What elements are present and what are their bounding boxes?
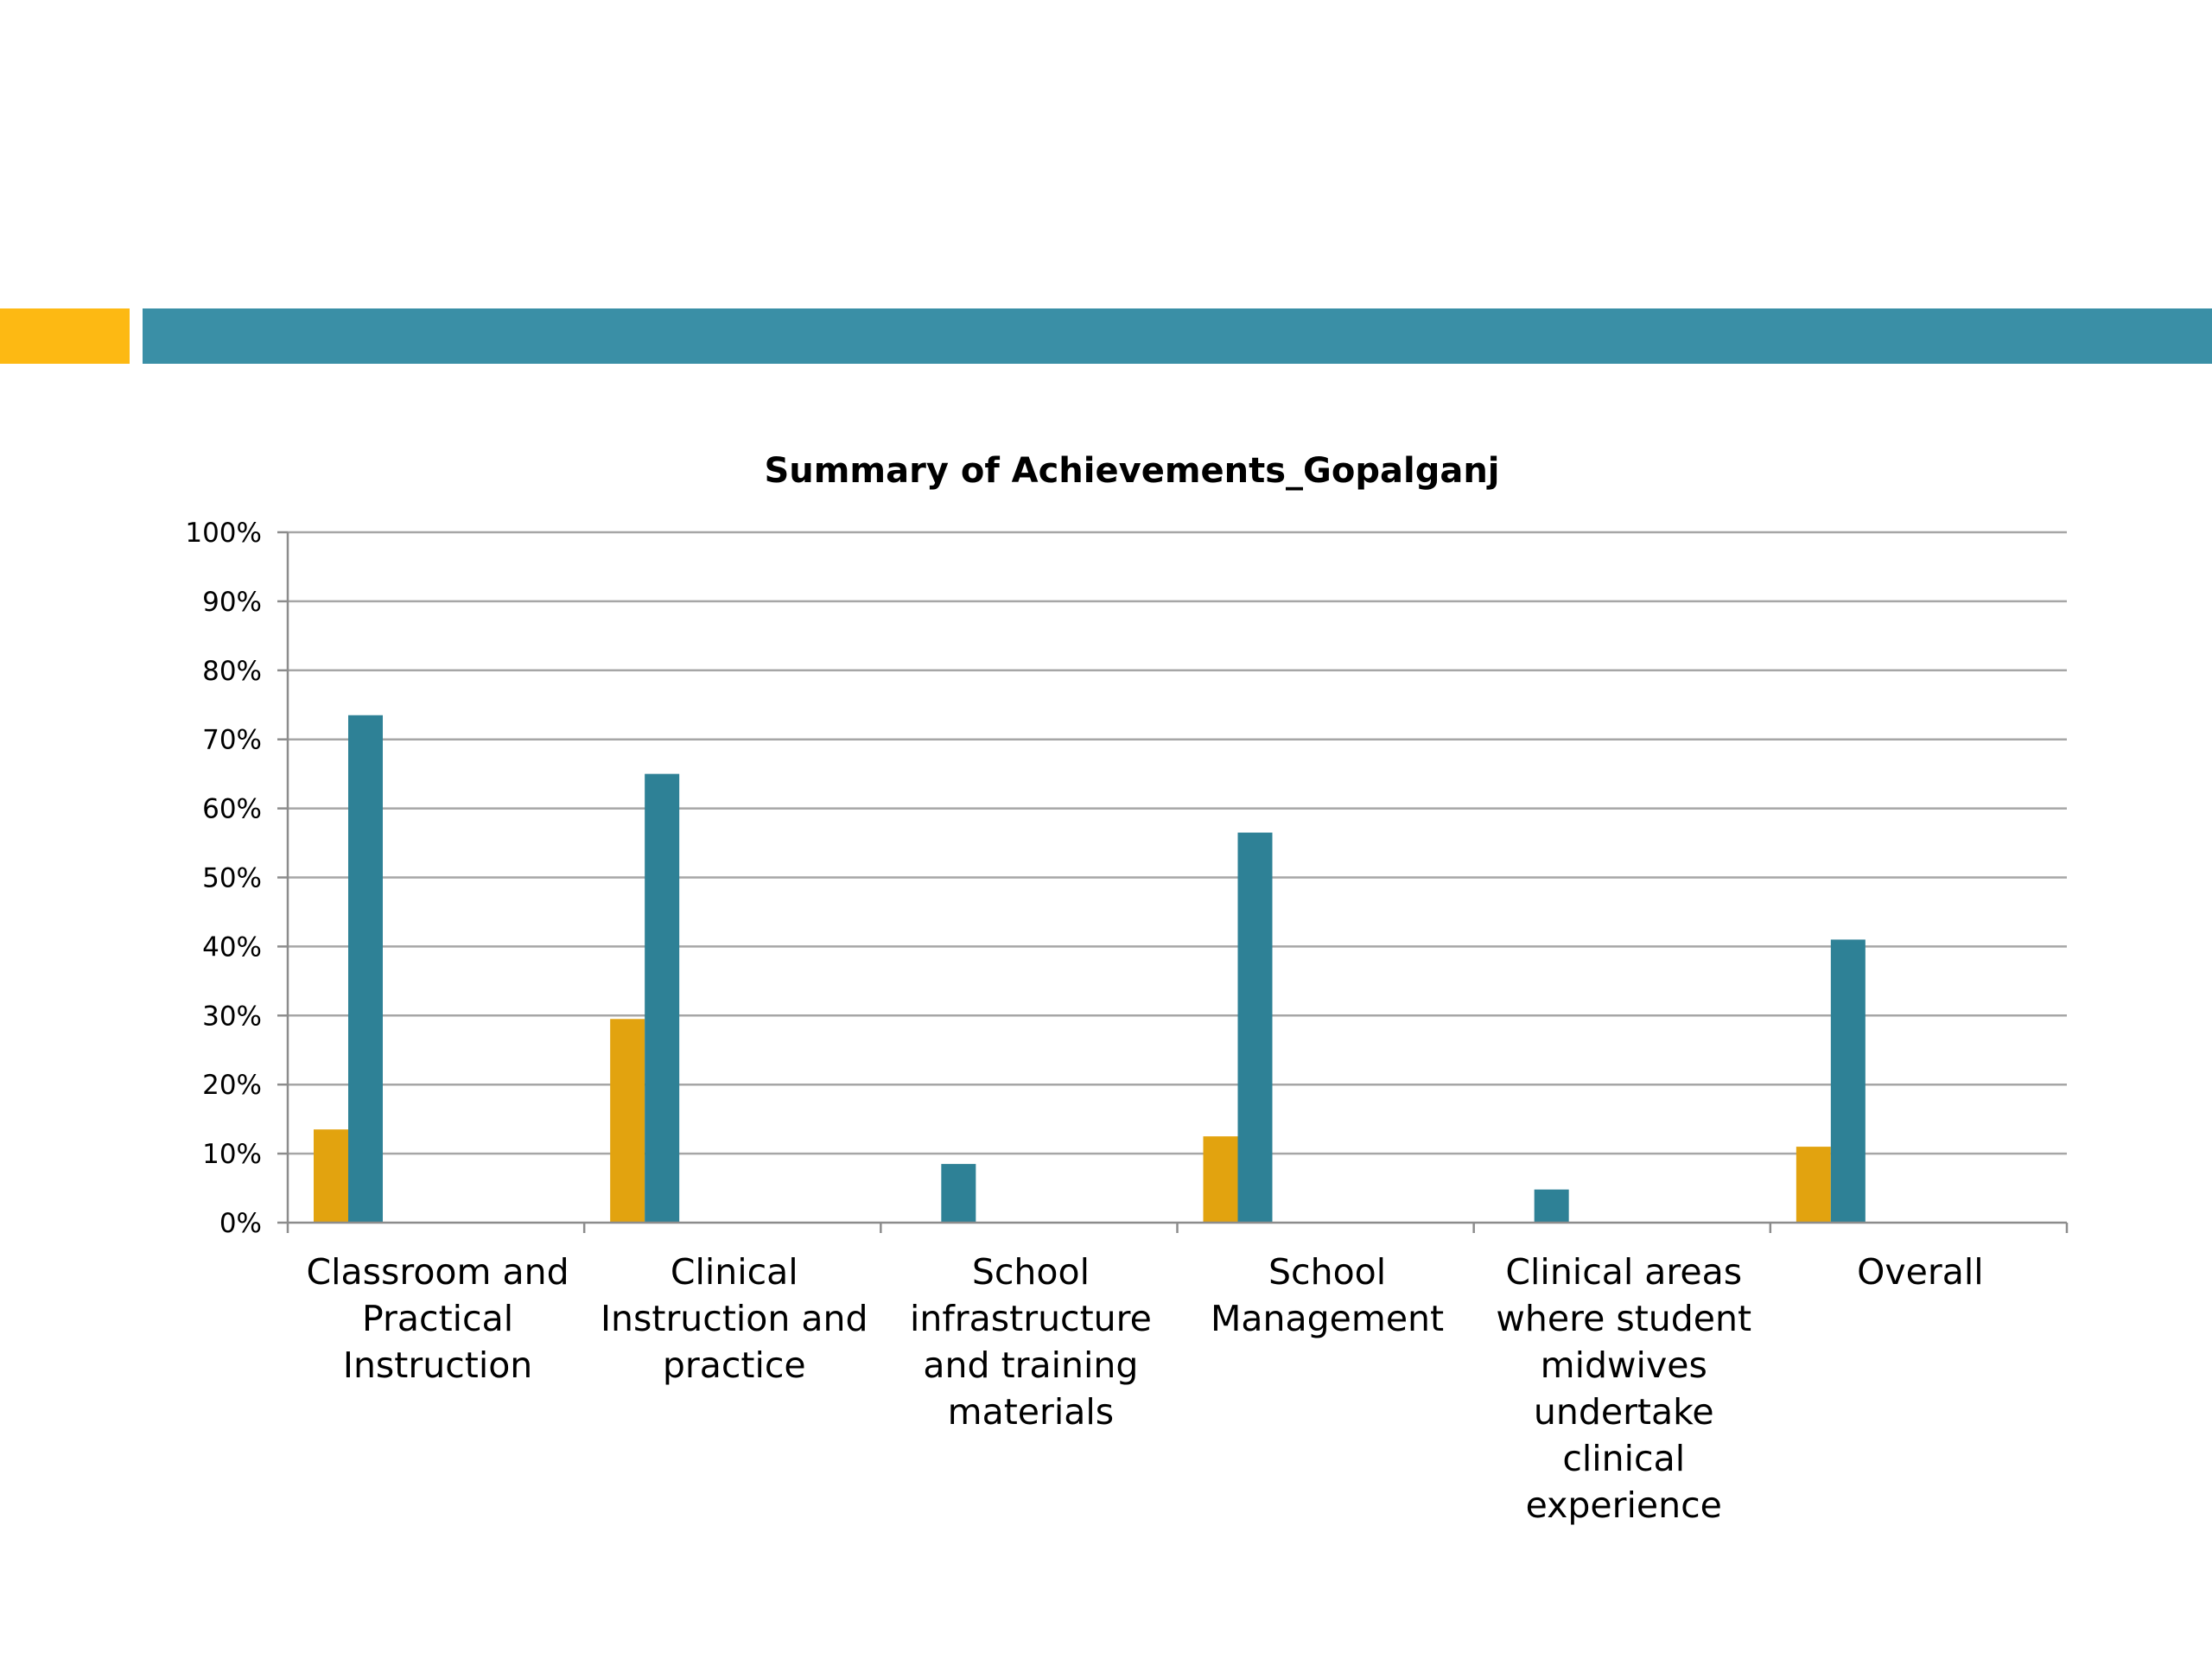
x-tick-label-line: Instruction and	[601, 1298, 868, 1339]
x-tick-label-line: Clinical	[671, 1251, 798, 1293]
chart-title: Summary of Achievements_Gopalganj	[764, 451, 1499, 491]
bar	[314, 1129, 348, 1223]
x-tick-label: School infrastructure and training material…	[910, 1251, 1152, 1433]
x-tick-label-line: infrastructure	[910, 1298, 1152, 1339]
y-tick-label: 0%	[219, 1208, 262, 1239]
x-tick-label-line: undertake	[1534, 1391, 1714, 1433]
y-tick-label: 80%	[202, 656, 262, 687]
x-tick-label-line: Clinical areas	[1505, 1251, 1742, 1293]
header-main-band	[143, 308, 2212, 364]
x-tick-label-line: midwives	[1541, 1344, 1707, 1386]
x-tick-label-line: experience	[1526, 1484, 1722, 1526]
y-tick-label: 70%	[202, 725, 262, 756]
x-tick-label-line: Management	[1211, 1298, 1444, 1339]
bar	[348, 715, 383, 1223]
x-tick-label: Clinical Instruction and practice	[601, 1251, 868, 1386]
bar	[1796, 1147, 1831, 1223]
y-tick-label: 100%	[185, 518, 262, 549]
y-tick-label: 30%	[202, 1001, 262, 1032]
bar	[610, 1019, 645, 1223]
bar	[1237, 832, 1273, 1223]
x-tick-label: School Management	[1211, 1251, 1444, 1339]
x-tick-label-line: Instruction	[343, 1344, 532, 1386]
x-tick-label-line: practice	[663, 1344, 806, 1386]
x-tick-label-line: School	[1268, 1251, 1386, 1293]
bar	[941, 1164, 976, 1223]
x-tick-label-line: Overall	[1857, 1251, 1984, 1293]
grid-lines	[288, 531, 2067, 1155]
bar	[1203, 1136, 1238, 1223]
x-tick-label: Overall	[1857, 1251, 1984, 1293]
x-tick-label-line: Practical	[362, 1298, 513, 1339]
x-tick-label-line: where student	[1496, 1298, 1751, 1339]
bar	[1534, 1189, 1569, 1223]
x-tick-label-line: Classroom and	[307, 1251, 569, 1293]
bars	[314, 715, 1866, 1223]
y-tick-label: 90%	[202, 587, 262, 618]
x-tick-label: Classroom and Practical Instruction	[307, 1251, 569, 1386]
y-tick-label: 50%	[202, 863, 262, 894]
y-tick-label: 10%	[202, 1139, 262, 1170]
x-tick-label: Clinical areas where student midwives under…	[1496, 1251, 1751, 1526]
x-tick-label-line: School	[972, 1251, 1090, 1293]
y-tick-label: 40%	[202, 931, 262, 963]
y-tick-label: 60%	[202, 794, 262, 825]
axes	[277, 531, 2069, 1233]
header-accent-band	[0, 308, 130, 364]
x-tick-label-line: and training	[923, 1344, 1138, 1386]
tick-labels: 0% 10% 20% 30% 40% 50% 60% 70% 80% 90% 100% Classro…	[185, 518, 1983, 1526]
x-tick-label-line: clinical	[1562, 1438, 1685, 1479]
y-tick-label: 20%	[202, 1070, 262, 1101]
x-tick-label-line: materials	[948, 1391, 1115, 1433]
bar	[645, 773, 680, 1223]
bar	[1830, 939, 1866, 1223]
